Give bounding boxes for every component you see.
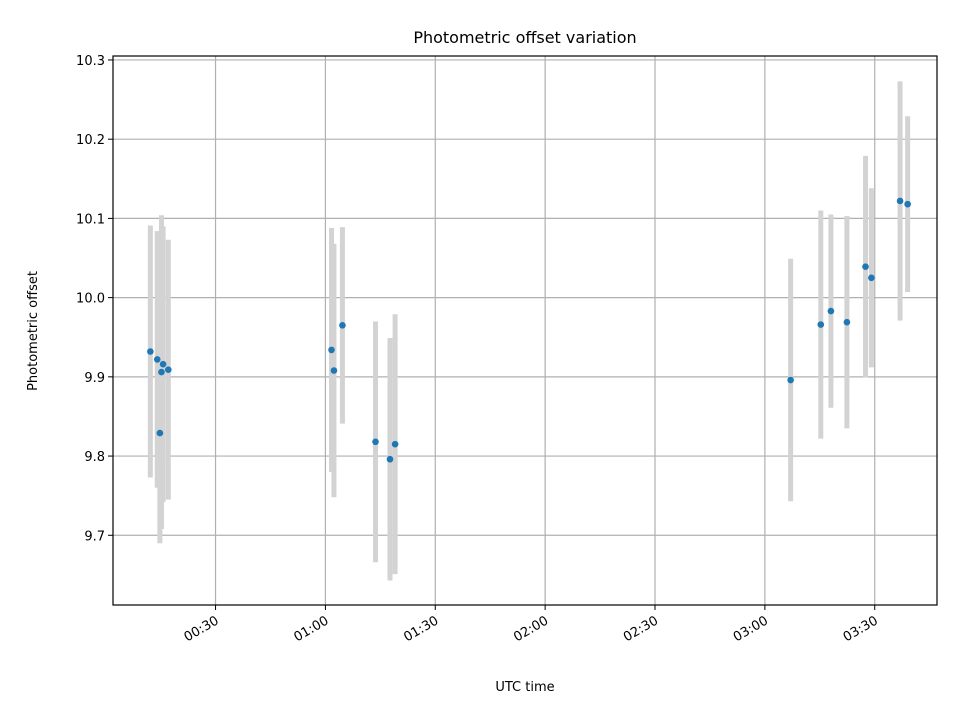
data-point (156, 429, 164, 437)
data-point (868, 274, 875, 282)
data-point (147, 348, 154, 355)
x-tick-label: 00:30 (182, 613, 222, 645)
data-point (862, 263, 869, 271)
x-tick-label: 02:00 (511, 613, 551, 645)
data-point (896, 197, 904, 205)
x-tick-label: 03:00 (731, 613, 771, 645)
y-tick-label: 10.2 (76, 133, 105, 148)
x-tick-label: 01:00 (291, 613, 331, 645)
data-point (159, 360, 167, 368)
data-point (817, 321, 825, 328)
data-point (164, 366, 172, 374)
y-tick-label: 10.0 (76, 292, 105, 307)
data-point (827, 307, 835, 315)
error-bars (147, 81, 911, 581)
y-axis-label: Photometric offset (26, 271, 41, 391)
y-axis-ticks: 9.7 9.8 9.9 10.0 10.1 10.2 10.3 (76, 54, 113, 544)
grid (113, 56, 937, 605)
y-tick-label: 9.9 (84, 371, 105, 386)
data-point (386, 455, 394, 463)
x-tick-label: 01:30 (401, 613, 441, 645)
x-tick-label: 02:30 (621, 613, 661, 645)
data-point (339, 322, 346, 329)
data-point (391, 440, 399, 448)
data-point (372, 438, 379, 446)
data-point (904, 200, 911, 208)
data-point (330, 367, 338, 374)
y-tick-label: 10.1 (76, 212, 105, 227)
plot-frame (112, 55, 938, 606)
data-point (158, 368, 165, 376)
y-tick-label: 10.3 (76, 54, 105, 69)
data-point (787, 376, 794, 384)
data-point (843, 318, 851, 326)
x-tick-label: 03:30 (841, 613, 881, 645)
data-point (153, 356, 161, 363)
data-points (147, 197, 911, 463)
data-point (328, 346, 335, 354)
x-axis-ticks: 00:30 01:00 01:30 02:00 02:30 03:00 03:30 (182, 605, 881, 645)
chart-title: Photometric offset variation (413, 28, 636, 47)
y-tick-label: 9.8 (84, 450, 105, 465)
y-tick-label: 9.7 (84, 529, 105, 544)
x-axis-label: UTC time (495, 680, 554, 695)
